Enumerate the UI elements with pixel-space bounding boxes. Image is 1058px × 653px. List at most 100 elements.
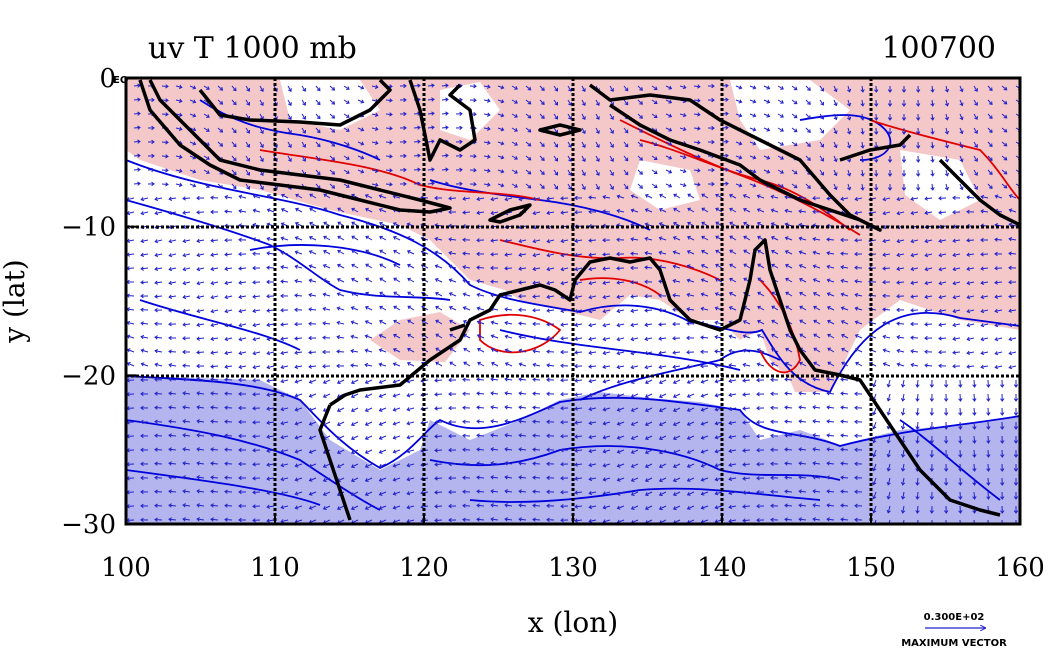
wind-vector-head [588,378,593,384]
wind-vector-head [974,158,978,162]
wind-vector-head [260,88,264,92]
wind-vector [168,462,177,465]
wind-vector [323,193,331,199]
wind-vector-head [266,518,271,523]
wind-vector-head [944,158,950,163]
wind-vector [987,491,989,500]
wind-vector-head [560,434,564,439]
wind-vector-head [448,305,453,310]
wind-vector [819,169,824,176]
wind-vector-head [346,156,350,160]
wind-vector-head [644,436,649,441]
wind-vector [357,169,364,173]
wind-vector [505,335,513,339]
wind-vector-head [114,335,117,338]
wind-vector [127,349,135,353]
wind-vector-head [686,463,691,468]
wind-vector-head [196,461,200,466]
wind-vector [99,492,106,494]
wind-vector [813,361,821,367]
wind-vector-head [518,362,523,367]
wind-vector [589,519,597,522]
wind-vector-head [682,154,687,160]
wind-vector [1009,337,1017,341]
wind-vector-head [780,170,784,174]
wind-vector [183,476,191,479]
wind-vector-head [742,334,747,339]
wind-vector-head [322,478,327,482]
wind-vector [189,127,196,131]
wind-vector [701,491,709,495]
wind-vector-head [532,489,536,494]
wind-vector-head [182,253,187,258]
wind-vector-head [798,209,802,214]
wind-vector [887,435,891,443]
wind-vector-head [798,250,803,255]
wind-vector-head [140,362,145,367]
wind-vector [873,435,877,443]
wind-vector-head [610,130,614,134]
wind-vector [183,490,191,493]
wind-vector [295,194,303,199]
wind-vector [329,85,335,91]
wind-vector [911,211,919,214]
wind-vector [925,197,933,200]
wind-vector-head [1003,170,1008,175]
wind-vector [224,210,233,213]
wind-vector-head [929,384,934,388]
wind-vector-head [239,532,241,536]
wind-vector [337,264,345,269]
wind-vector-head [644,365,649,370]
wind-vector [476,518,485,521]
wind-vector [645,505,653,510]
wind-vector [99,422,106,424]
wind-vector-head [210,295,215,300]
wind-vector [169,364,177,367]
wind-vector [827,476,835,479]
wind-vector [421,421,429,424]
wind-vector-head [630,477,635,482]
wind-vector [715,336,723,339]
wind-vector [833,183,837,190]
wind-vector-head [714,463,719,468]
wind-vector-head [322,394,327,398]
wind-vector [379,519,387,524]
wind-vector [743,263,751,269]
wind-vector [309,279,317,283]
wind-vector-head [575,533,578,537]
wind-vector [567,183,572,190]
wind-vector [477,533,484,534]
wind-vector-head [872,411,877,416]
wind-vector-head [294,449,299,454]
wind-vector [449,252,457,255]
wind-vector [175,85,182,88]
wind-vector-head [541,115,545,120]
wind-vector [729,393,737,396]
wind-vector-head [958,454,963,458]
wind-vector-head [840,475,844,480]
wind-vector-head [1003,184,1008,189]
wind-vector-head [771,333,775,338]
wind-vector-head [346,184,350,188]
wind-vector [883,197,891,201]
wind-vector-head [238,294,243,300]
wind-vector [379,306,387,311]
wind-vector [687,435,695,440]
wind-vector-head [490,265,494,271]
wind-vector-head [840,405,844,410]
wind-vector-head [504,252,508,257]
wind-vector [833,155,837,162]
wind-vector [267,351,275,355]
wind-vector [267,252,275,255]
wind-vector [225,295,233,299]
wind-vector [987,435,989,444]
wind-vector-head [196,322,201,328]
wind-vector-head [854,461,858,466]
wind-vector [141,211,149,215]
wind-vector [679,113,686,117]
wind-vector-head [725,97,729,102]
wind-vector-head [826,391,830,396]
wind-vector-head [504,489,508,494]
wind-vector-head [448,489,452,495]
wind-vector [449,333,457,339]
